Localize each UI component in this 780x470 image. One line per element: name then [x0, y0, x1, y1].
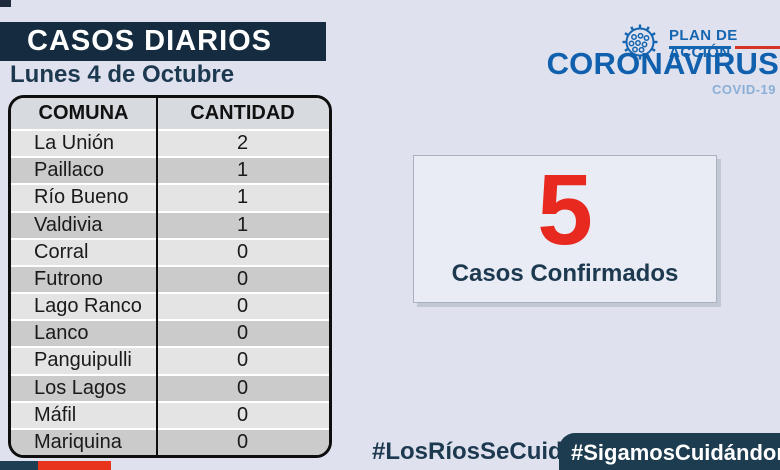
table-row: Futrono 0	[11, 264, 329, 293]
flag-underline-blue	[669, 46, 731, 49]
table-row: Valdivia 1	[11, 210, 329, 238]
table-row: Corral 0	[11, 237, 329, 265]
hashtag-sigamos-banner: #SigamosCuidándono	[559, 433, 780, 470]
cantidad-cell: 0	[236, 376, 249, 399]
covid19-label: COVID-19	[712, 82, 776, 97]
col-header-cantidad: CANTIDAD	[190, 102, 295, 124]
cantidad-cell: 0	[236, 295, 249, 318]
comuna-cell: La Unión	[34, 132, 115, 155]
cantidad-cell: 2	[236, 132, 249, 155]
flag-stripe-navy	[0, 461, 38, 470]
cantidad-cell: 0	[236, 267, 249, 290]
confirmed-count: 5	[537, 154, 593, 266]
table-row: La Unión 2	[11, 129, 329, 157]
flag-underline-red	[735, 46, 780, 49]
hashtag-sigamos: #SigamosCuidándono	[571, 440, 780, 465]
cantidad-cell: 0	[236, 322, 249, 345]
cantidad-cell: 0	[236, 430, 249, 453]
table-header-row: COMUNA CANTIDAD	[11, 98, 329, 129]
confirmed-label: Casos Confirmados	[451, 260, 679, 287]
table-row: Mariquina 0	[11, 427, 329, 455]
corner-artifact	[0, 0, 11, 7]
cantidad-cell: 1	[236, 186, 249, 209]
column-divider	[156, 98, 158, 455]
table-row: Lago Ranco 0	[11, 292, 329, 320]
comuna-cell: Panguipulli	[34, 349, 132, 372]
comuna-cell: Futrono	[34, 267, 103, 290]
comuna-cell: Lanco	[34, 322, 89, 345]
table-row: Lanco 0	[11, 319, 329, 347]
table-row: Los Lagos 0	[11, 373, 329, 401]
date-label: Lunes 4 de Octubre	[10, 61, 235, 88]
comuna-cell: Máfil	[34, 403, 77, 426]
flag-underline	[669, 46, 780, 49]
comuna-cell: Los Lagos	[34, 376, 127, 399]
table-row: Máfil 0	[11, 400, 329, 428]
col-header-comuna: COMUNA	[38, 102, 129, 124]
virus-icon	[622, 24, 658, 60]
comuna-cell: Mariquina	[34, 430, 122, 453]
cantidad-cell: 1	[236, 213, 249, 236]
cantidad-cell: 0	[236, 240, 249, 263]
coronavirus-wordmark: CORONAVIRUS	[546, 46, 779, 81]
flag-stripe-red	[38, 461, 111, 470]
hashtag-losrios: #LosRíosSeCuida	[372, 438, 577, 465]
comuna-cell: Río Bueno	[34, 186, 129, 209]
table-row: Panguipulli 0	[11, 346, 329, 374]
table-row: Río Bueno 1	[11, 183, 329, 211]
comuna-cell: Corral	[34, 240, 89, 263]
comuna-cell: Lago Ranco	[34, 295, 142, 318]
cantidad-cell: 1	[236, 159, 249, 182]
comuna-cell: Valdivia	[34, 213, 103, 236]
table-row: Paillaco 1	[11, 156, 329, 184]
page-title: CASOS DIARIOS	[0, 22, 326, 61]
comuna-cell: Paillaco	[34, 159, 105, 182]
cantidad-cell: 0	[236, 349, 249, 372]
cases-table: COMUNA CANTIDAD La Unión 2 Paillaco 1 Río Bu…	[8, 95, 332, 458]
cantidad-cell: 0	[236, 403, 249, 426]
confirmed-cases-card: 5 Casos Confirmados	[413, 155, 717, 303]
table-body: La Unión 2 Paillaco 1 Río Bueno 1 Valdivia 1 Cor…	[11, 129, 329, 455]
